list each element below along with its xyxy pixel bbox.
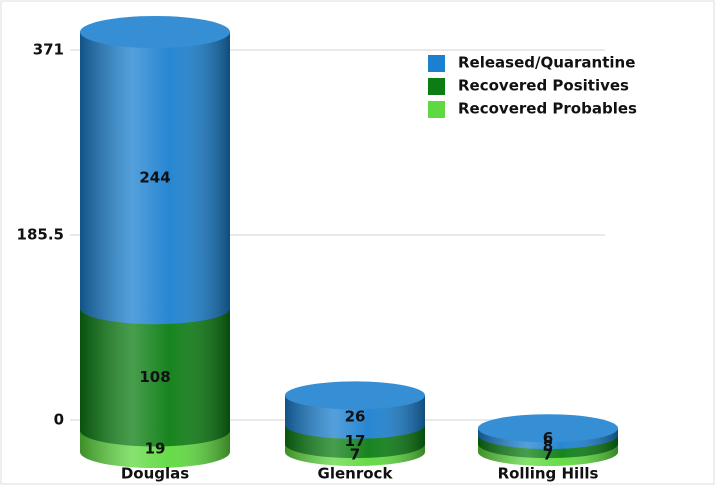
data-label: 6 (543, 429, 553, 447)
bar-shade (80, 32, 230, 309)
legend-label: Recovered Positives (458, 77, 629, 95)
cylinder-top-light (478, 414, 618, 443)
bar-shade (80, 308, 230, 431)
y-tick-label: 0 (54, 411, 64, 429)
y-tick-label: 185.5 (17, 226, 64, 244)
legend-label: Released/Quarantine (458, 54, 635, 72)
legend-swatch (428, 101, 445, 118)
data-label: 17 (345, 432, 366, 450)
x-tick-label: Douglas (121, 465, 189, 483)
x-tick-label: Glenrock (318, 465, 394, 483)
data-label: 7 (543, 446, 553, 464)
cylinder-top-light (285, 381, 425, 410)
cylinder-top (478, 414, 618, 443)
legend-label: Recovered Probables (458, 100, 637, 118)
cylinder-top-light (80, 16, 230, 48)
legend-swatch (428, 78, 445, 95)
data-label: 19 (145, 440, 166, 458)
data-label: 244 (139, 169, 170, 187)
data-label: 8 (543, 437, 553, 455)
data-label: 108 (139, 368, 170, 386)
legend-swatch (428, 55, 445, 72)
x-tick-label: Rolling Hills (498, 465, 599, 483)
data-label: 26 (345, 408, 366, 426)
data-label: 7 (350, 446, 360, 464)
cylinder-top (80, 16, 230, 48)
cylinder-top (285, 381, 425, 410)
y-tick-label: 371 (33, 41, 64, 59)
